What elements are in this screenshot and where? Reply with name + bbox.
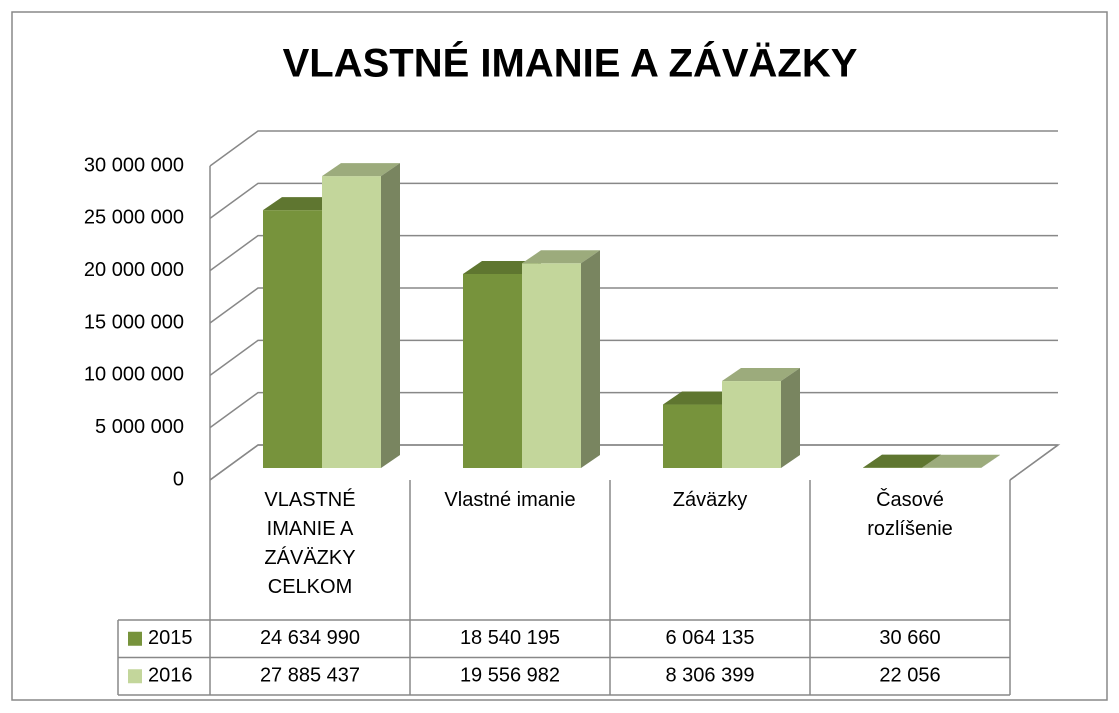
bar-top — [922, 454, 1000, 468]
data-label: 18 540 195 — [460, 627, 560, 649]
bar-front — [663, 404, 722, 468]
category-cell: Časové rozlíšenie — [867, 489, 953, 540]
bar — [522, 250, 600, 468]
bar-front — [463, 273, 522, 468]
data-label: 22 056 — [879, 665, 940, 687]
x-tick-label: Časové rozlíšenie — [867, 489, 953, 540]
data-label: 24 634 990 — [260, 627, 360, 649]
legend-swatch — [128, 669, 142, 684]
bar — [722, 368, 800, 468]
chart-title: VLASTNÉ IMANIE A ZÁVÄZKY — [283, 41, 858, 86]
bar-front — [522, 263, 581, 468]
y-tick-label: 10 000 000 — [84, 364, 184, 386]
y-tick-label: 25 000 000 — [84, 207, 184, 229]
x-tick-label: Vlastné imanie — [444, 489, 576, 511]
bar-side — [981, 454, 1000, 468]
y-tick-label: 0 — [173, 468, 184, 490]
bar-front — [322, 176, 381, 468]
grid-line — [209, 339, 1058, 376]
data-label: 6 064 135 — [666, 627, 755, 649]
data-label: 27 885 437 — [260, 665, 360, 687]
legend-swatch — [128, 631, 142, 646]
bar-top — [663, 391, 741, 405]
x-tick-label: Záväzky — [672, 489, 748, 511]
category-cell: Záväzky — [672, 489, 748, 511]
data-label: 8 306 399 — [666, 665, 755, 687]
bar-side — [581, 250, 600, 468]
y-tick-label: 30 000 000 — [84, 154, 184, 176]
category-cell: Vlastné imanie — [444, 489, 576, 511]
y-tick-label: 15 000 000 — [84, 311, 184, 333]
bar-top — [522, 250, 600, 264]
legend-label: 2015 — [148, 627, 193, 649]
y-tick-label: 20 000 000 — [84, 259, 184, 281]
category-cell: VLASTNÉ IMANIE A ZÁVÄZKY CELKOM — [264, 489, 356, 598]
grid-line — [209, 287, 1058, 324]
bar-side — [381, 163, 400, 468]
y-tick-label: 5 000 000 — [95, 416, 184, 438]
data-label: 19 556 982 — [460, 665, 560, 687]
x-tick-label: VLASTNÉ IMANIE A ZÁVÄZKY CELKOM — [264, 489, 356, 598]
bar-top — [463, 260, 541, 274]
bar-top — [263, 197, 341, 211]
bar-side — [781, 368, 800, 468]
grid-line — [209, 182, 1058, 219]
data-label: 30 660 — [879, 627, 940, 649]
bar — [922, 454, 1000, 468]
grid-line — [209, 130, 1058, 167]
bar-top — [863, 454, 941, 468]
bar-front — [263, 210, 322, 468]
bar-top — [722, 368, 800, 382]
floor-right — [1009, 444, 1059, 481]
bar-front — [722, 381, 781, 468]
bar — [322, 163, 400, 468]
legend-label: 2016 — [148, 665, 193, 687]
bar-top — [322, 163, 400, 177]
grid-line — [209, 234, 1058, 272]
